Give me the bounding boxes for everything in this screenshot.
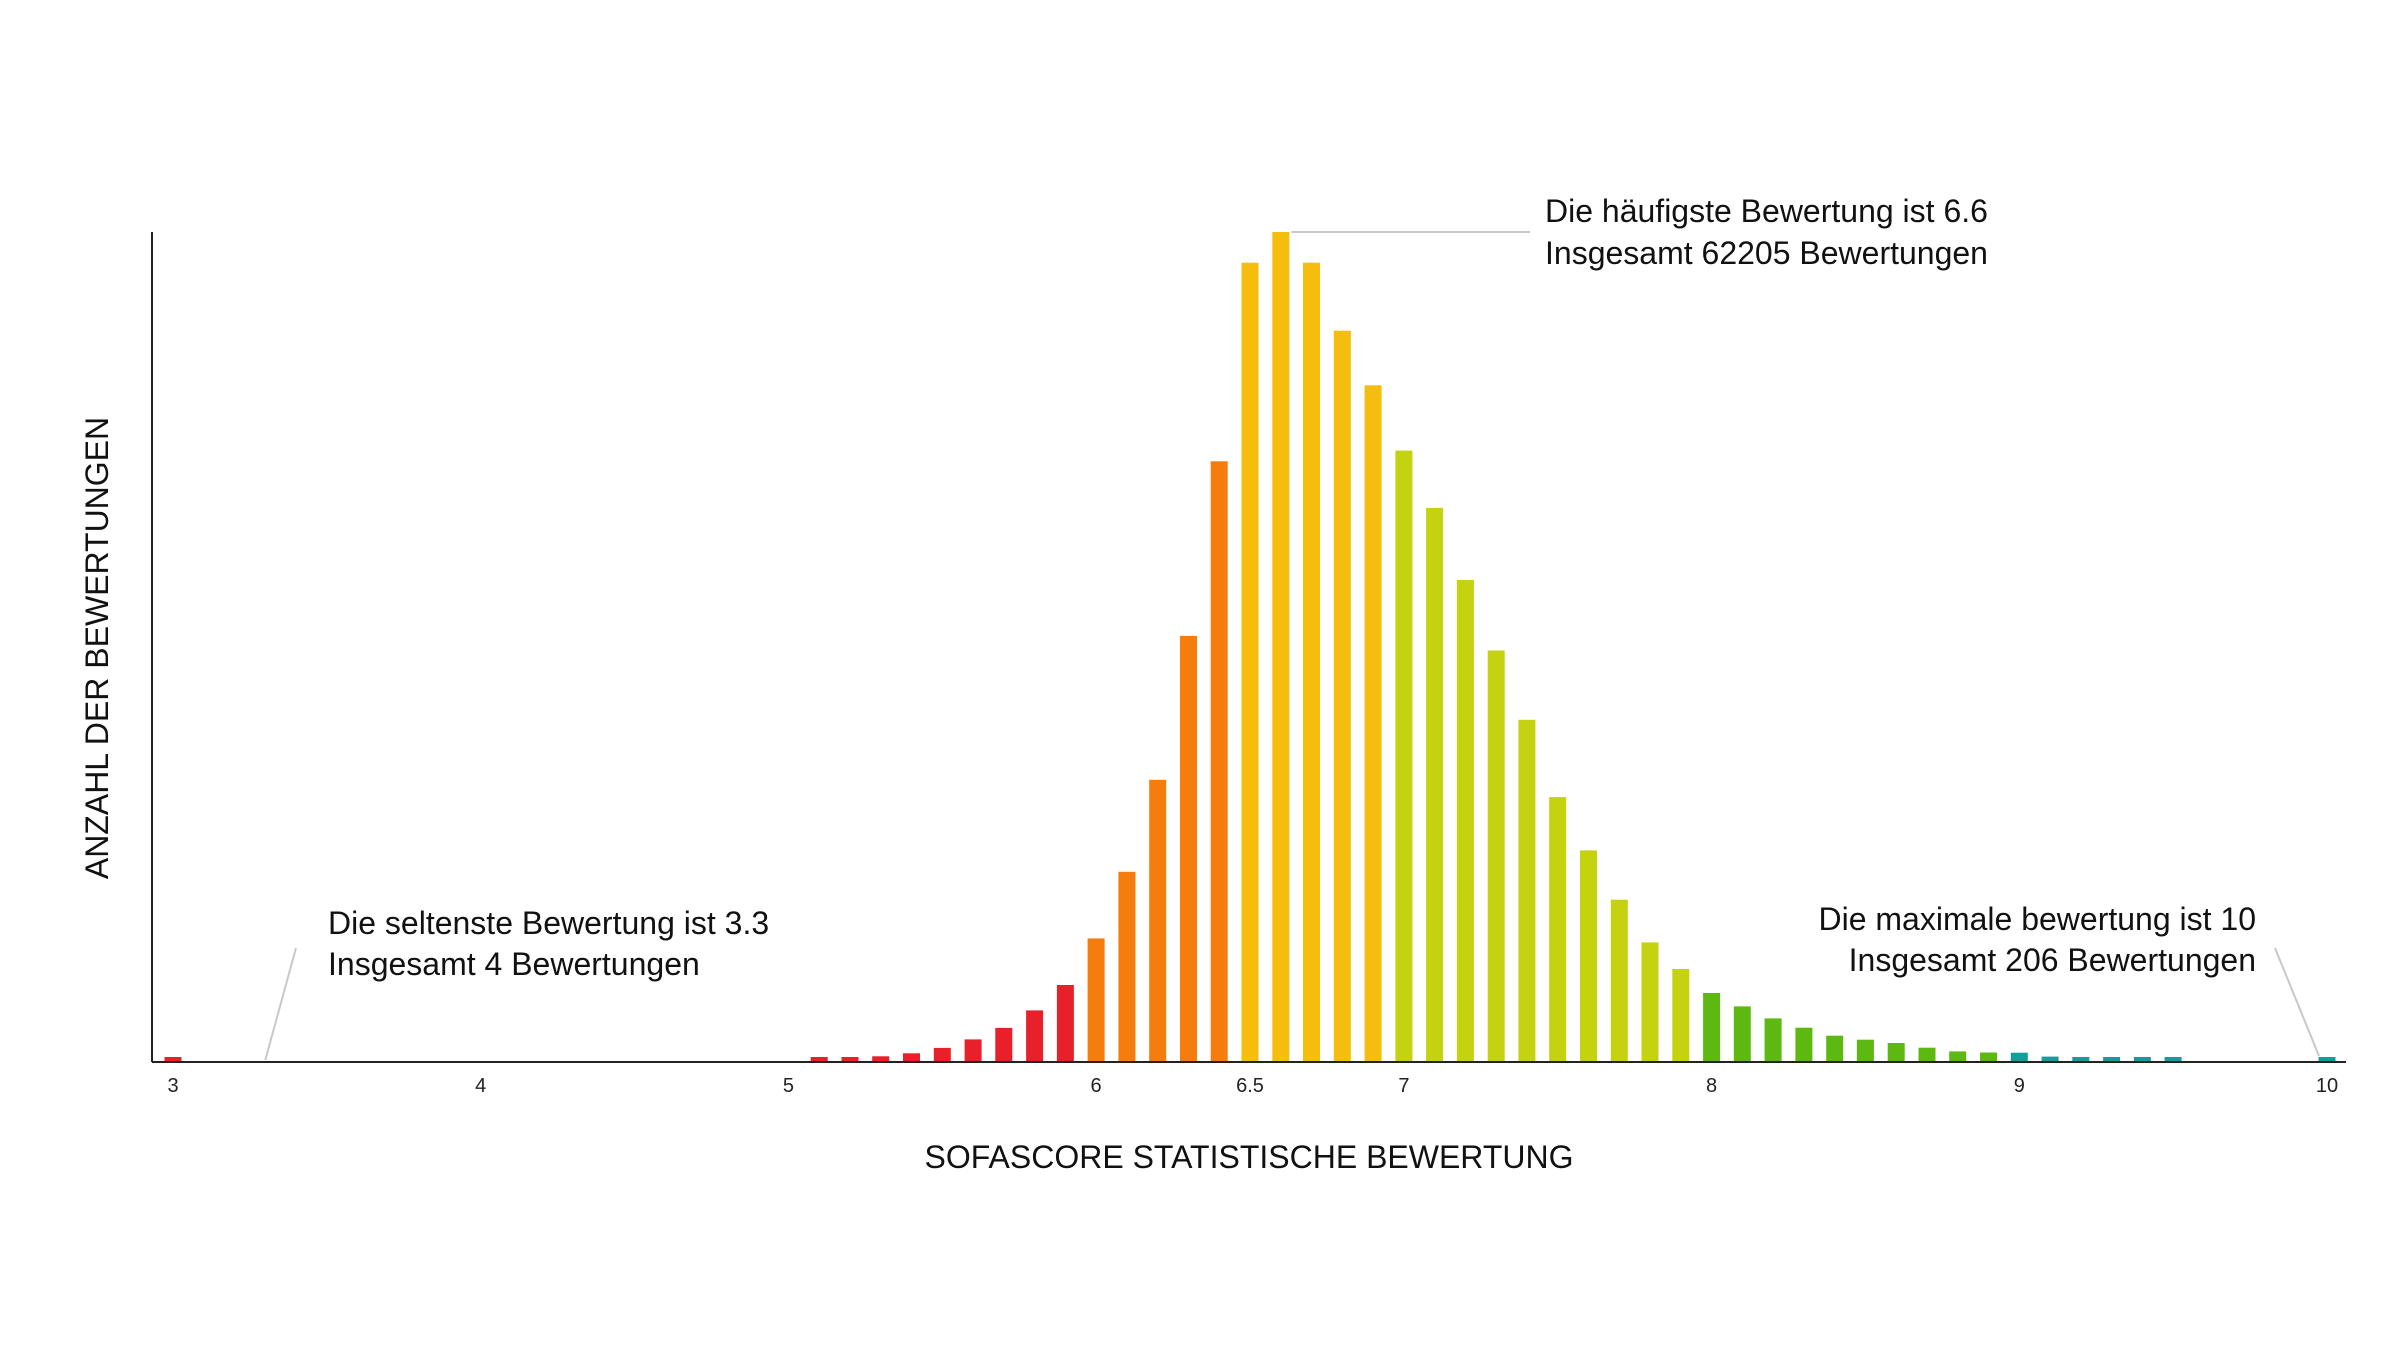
bar-5.3: [872, 1056, 890, 1061]
bar-6.5: [1241, 262, 1259, 1061]
bar-6.2: [1149, 779, 1167, 1061]
bar-6.9: [1364, 385, 1382, 1061]
rarest-annotation-line2: Insgesamt 4 Bewertungen: [328, 946, 700, 982]
bar-3.0: [164, 1057, 182, 1061]
bar-6.1: [1118, 871, 1136, 1061]
bar-10.0: [2318, 1057, 2336, 1061]
bar-8.5: [1856, 1039, 1874, 1061]
bar-8.1: [1733, 1006, 1751, 1061]
bar-9.3: [2103, 1057, 2121, 1061]
bar-5.6: [964, 1039, 982, 1061]
bar-5.5: [933, 1047, 951, 1061]
y-axis-title: ANZAHL DER BEWERTUNGEN: [79, 417, 115, 879]
bar-7.9: [1672, 969, 1690, 1061]
bar-8.2: [1764, 1018, 1782, 1061]
bar-7.0: [1395, 450, 1413, 1062]
x-tick-label: 7: [1398, 1075, 1409, 1097]
maximum-annotation-line1: Die maximale bewertung ist 10: [1818, 901, 2256, 937]
bar-6.8: [1333, 330, 1351, 1061]
maximum-leader-line: [2274, 947, 2320, 1057]
bar-8.6: [1887, 1043, 1905, 1061]
bar-5.1: [810, 1057, 828, 1061]
x-tick-label: 3: [167, 1075, 178, 1097]
x-tick-label: 6.5: [1236, 1075, 1264, 1097]
bar-6.6: [1272, 232, 1290, 1061]
bar-8.7: [1918, 1047, 1936, 1061]
rarest-leader-line: [264, 947, 297, 1061]
bar-6.4: [1210, 461, 1228, 1061]
bar-7.4: [1518, 719, 1536, 1061]
bars-group: [164, 232, 2336, 1062]
most-frequent-annotation-line2: Insgesamt 62205 Bewertungen: [1545, 235, 1988, 271]
bar-6.0: [1087, 938, 1105, 1061]
most-frequent-annotation-line1: Die häufigste Bewertung ist 6.6: [1545, 193, 1988, 229]
x-tick-label: 8: [1706, 1075, 1717, 1097]
bar-6.3: [1180, 635, 1197, 1061]
maximum-annotation-line2: Insgesamt 206 Bewertungen: [1849, 942, 2256, 978]
bar-9.4: [2133, 1057, 2151, 1061]
bar-8.8: [1949, 1051, 1967, 1061]
bar-5.4: [903, 1053, 920, 1061]
bar-9.1: [2041, 1056, 2059, 1061]
bar-8.4: [1826, 1035, 1844, 1061]
bar-9.5: [2164, 1057, 2182, 1061]
bar-7.7: [1610, 899, 1628, 1061]
bar-7.5: [1549, 797, 1567, 1061]
bar-5.7: [995, 1027, 1013, 1061]
bar-6.7: [1303, 262, 1320, 1061]
x-tick-labels: 3 4 5 6 6.5 7 8 9 10: [167, 1075, 2338, 1097]
x-tick-label: 10: [2316, 1075, 2338, 1097]
bar-5.2: [841, 1057, 859, 1061]
bar-5.8: [1026, 1010, 1044, 1061]
bar-7.6: [1580, 850, 1597, 1061]
bar-7.8: [1641, 942, 1659, 1061]
bar-7.3: [1487, 650, 1505, 1061]
rarest-annotation-line1: Die seltenste Bewertung ist 3.3: [328, 905, 769, 941]
bar-8.3: [1795, 1027, 1813, 1061]
bar-5.9: [1056, 985, 1074, 1061]
x-axis-title: SOFASCORE STATISTISCHE BEWERTUNG: [925, 1139, 1574, 1175]
bar-7.1: [1426, 507, 1444, 1061]
x-tick-label: 9: [2014, 1075, 2025, 1097]
x-tick-label: 5: [783, 1075, 794, 1097]
x-tick-label: 4: [475, 1075, 486, 1097]
bar-9.2: [2072, 1057, 2090, 1061]
bar-8.0: [1703, 993, 1721, 1061]
bar-9.0: [2010, 1052, 2028, 1061]
x-tick-label: 6: [1091, 1075, 1102, 1097]
bar-8.9: [1980, 1052, 1997, 1061]
bar-7.2: [1456, 579, 1474, 1061]
